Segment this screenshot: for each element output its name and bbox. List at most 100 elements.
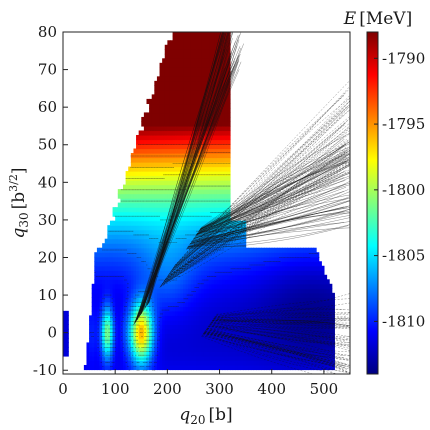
fission-path bbox=[211, 315, 350, 322]
surface-cell bbox=[141, 360, 145, 366]
surface-cell bbox=[164, 207, 168, 213]
surface-cell bbox=[162, 58, 166, 64]
surface-cell bbox=[295, 256, 299, 262]
surface-cell bbox=[276, 279, 281, 285]
surface-cell bbox=[180, 85, 184, 91]
colorbar-gradient bbox=[366, 31, 379, 375]
surface-cell bbox=[172, 121, 176, 127]
surface-cell bbox=[159, 85, 163, 91]
surface-cell bbox=[279, 342, 283, 348]
surface-cell bbox=[156, 76, 161, 82]
surface-cell bbox=[219, 261, 223, 267]
surface-cell bbox=[162, 364, 166, 371]
surface-cell bbox=[201, 116, 205, 123]
surface-cell bbox=[138, 148, 142, 154]
surface-cell bbox=[146, 180, 150, 186]
fission-path bbox=[171, 122, 350, 270]
surface-cell bbox=[211, 270, 215, 276]
surface-cell bbox=[154, 112, 158, 118]
surface-cell bbox=[196, 355, 200, 362]
fission-path bbox=[198, 165, 350, 232]
surface-cell bbox=[316, 261, 320, 267]
surface-cell bbox=[222, 279, 226, 285]
surface-cell bbox=[175, 243, 179, 249]
surface-cell bbox=[224, 265, 228, 271]
surface-cell bbox=[214, 301, 218, 307]
surface-cell bbox=[141, 238, 145, 244]
surface-cell bbox=[269, 355, 273, 362]
surface-cell bbox=[154, 202, 158, 208]
surface-cell bbox=[104, 297, 108, 303]
surface-cell bbox=[104, 279, 108, 285]
surface-cell bbox=[169, 98, 174, 105]
surface-cell bbox=[318, 333, 322, 339]
surface-cell bbox=[143, 306, 148, 312]
surface-cell bbox=[232, 283, 236, 289]
surface-cell bbox=[209, 270, 213, 276]
surface-cell bbox=[125, 265, 129, 271]
surface-cell bbox=[102, 274, 106, 280]
surface-cell bbox=[175, 315, 179, 321]
surface-cell bbox=[123, 193, 127, 199]
surface-cell bbox=[128, 234, 132, 240]
surface-cell bbox=[143, 319, 148, 325]
surface-cell bbox=[89, 355, 93, 362]
surface-cell bbox=[149, 121, 153, 127]
surface-cell bbox=[214, 364, 218, 371]
surface-cell bbox=[185, 49, 189, 55]
surface-cell bbox=[109, 252, 114, 258]
surface-cell bbox=[141, 157, 145, 163]
fission-path bbox=[214, 312, 350, 319]
surface-cell bbox=[112, 306, 116, 312]
surface-cell bbox=[196, 62, 200, 68]
surface-cell bbox=[206, 189, 210, 195]
surface-cell bbox=[151, 229, 155, 235]
surface-cell bbox=[149, 130, 153, 136]
surface-cell bbox=[232, 360, 236, 366]
surface-cell bbox=[329, 319, 333, 325]
surface-cell bbox=[261, 270, 265, 276]
surface-cell bbox=[229, 364, 234, 371]
surface-cell bbox=[188, 355, 192, 362]
surface-cell bbox=[203, 252, 208, 258]
surface-cell bbox=[198, 270, 202, 276]
surface-cell bbox=[300, 274, 304, 280]
surface-cell bbox=[308, 247, 312, 253]
surface-cell bbox=[219, 274, 223, 280]
surface-cell bbox=[183, 301, 187, 307]
surface-cell bbox=[209, 274, 213, 280]
surface-cell bbox=[164, 189, 168, 195]
surface-cell bbox=[159, 216, 163, 222]
surface-cell bbox=[240, 270, 244, 276]
fission-path bbox=[212, 319, 350, 329]
surface-cell bbox=[123, 184, 127, 190]
surface-cell bbox=[149, 355, 153, 362]
fission-path bbox=[210, 322, 350, 340]
surface-cell bbox=[172, 229, 176, 235]
surface-cell bbox=[162, 180, 166, 186]
surface-cell bbox=[146, 162, 150, 168]
surface-cell bbox=[271, 346, 275, 353]
surface-cell bbox=[193, 279, 197, 285]
surface-cell bbox=[65, 319, 69, 325]
surface-cell bbox=[209, 288, 213, 294]
surface-cell bbox=[177, 324, 182, 330]
surface-cell bbox=[216, 342, 221, 348]
surface-cell bbox=[261, 355, 265, 362]
surface-cell bbox=[310, 270, 315, 276]
surface-cell bbox=[125, 342, 129, 348]
surface-cell bbox=[284, 265, 288, 271]
fission-path bbox=[209, 324, 350, 347]
surface-cell bbox=[133, 189, 137, 195]
surface-cell bbox=[305, 247, 309, 253]
surface-cell bbox=[177, 98, 182, 105]
surface-cell bbox=[162, 184, 166, 190]
surface-cell bbox=[279, 297, 283, 303]
surface-cell bbox=[151, 148, 155, 154]
surface-cell bbox=[321, 306, 325, 312]
surface-cell bbox=[109, 274, 114, 280]
surface-cell bbox=[258, 360, 262, 366]
surface-cell bbox=[248, 297, 252, 303]
surface-cell bbox=[159, 292, 163, 298]
surface-cell bbox=[99, 310, 103, 316]
